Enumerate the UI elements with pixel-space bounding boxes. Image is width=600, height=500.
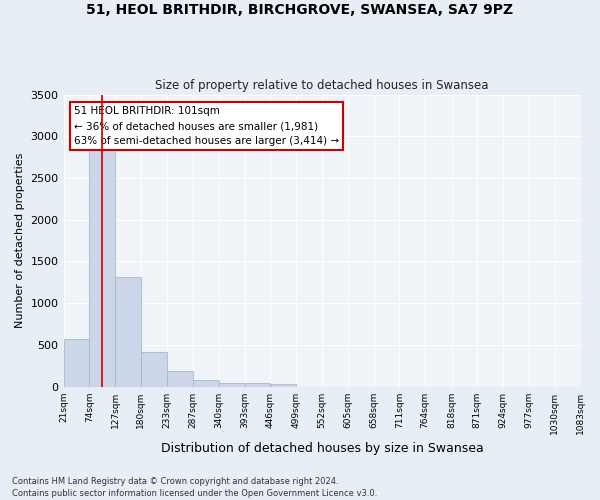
Bar [64, 339, 89, 386]
Bar [89, 144, 115, 386]
Bar [115, 278, 141, 386]
Bar [141, 352, 167, 386]
Text: 51 HEOL BRITHDIR: 101sqm
← 36% of detached houses are smaller (1,981)
63% of sem: 51 HEOL BRITHDIR: 101sqm ← 36% of detach… [74, 106, 339, 146]
Bar [167, 371, 193, 386]
Bar [271, 384, 296, 386]
Y-axis label: Number of detached properties: Number of detached properties [15, 153, 25, 328]
Bar [193, 380, 219, 386]
Text: 51, HEOL BRITHDIR, BIRCHGROVE, SWANSEA, SA7 9PZ: 51, HEOL BRITHDIR, BIRCHGROVE, SWANSEA, … [86, 2, 514, 16]
X-axis label: Distribution of detached houses by size in Swansea: Distribution of detached houses by size … [161, 442, 484, 455]
Bar [245, 383, 271, 386]
Bar [219, 382, 245, 386]
Title: Size of property relative to detached houses in Swansea: Size of property relative to detached ho… [155, 79, 489, 92]
Text: Contains HM Land Registry data © Crown copyright and database right 2024.
Contai: Contains HM Land Registry data © Crown c… [12, 476, 377, 498]
